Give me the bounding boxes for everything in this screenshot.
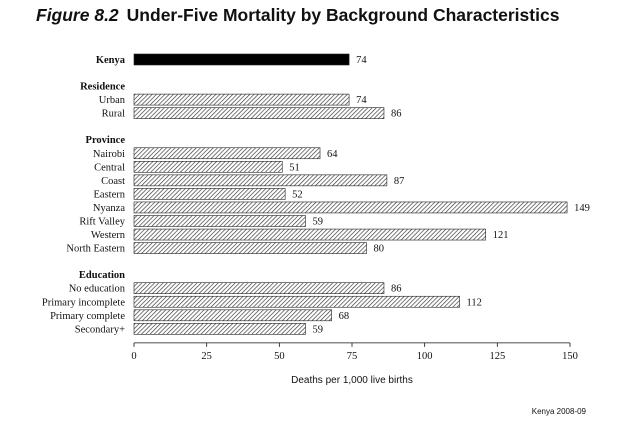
bar-western	[133, 228, 487, 241]
value-label-secondary: 59	[312, 324, 323, 335]
x-tick-label-75: 75	[347, 351, 358, 362]
value-label-north-eastern: 80	[374, 244, 385, 255]
x-axis: 0 25 50 75 100 125 150	[131, 342, 578, 362]
group-label-province: Province	[86, 135, 126, 146]
category-label-nyanza: Nyanza	[93, 203, 125, 214]
bar-rift-valley	[133, 215, 306, 227]
category-label-rift-valley: Rift Valley	[79, 217, 125, 228]
category-label-kenya: Kenya	[96, 55, 126, 66]
figure-title: Under-Five Mortality by Background Chara…	[126, 5, 560, 25]
x-tick-label-0: 0	[131, 351, 136, 362]
category-label-primary-complete: Primary complete	[50, 311, 125, 322]
category-label-rural: Rural	[102, 109, 125, 120]
value-label-central: 51	[289, 162, 300, 173]
bar-primary-complete	[133, 309, 332, 322]
value-label-rift-valley: 59	[312, 217, 323, 228]
x-tick-label-125: 125	[489, 351, 505, 362]
bar-coast	[133, 174, 388, 187]
source-note: Kenya 2008-09	[532, 407, 587, 416]
category-label-eastern: Eastern	[94, 189, 126, 200]
value-label-urban: 74	[356, 95, 367, 106]
x-tick-label-150: 150	[562, 351, 578, 362]
bar-secondary	[133, 323, 306, 335]
x-axis-label: Deaths per 1,000 live births	[291, 375, 413, 386]
bar-nairobi	[133, 147, 321, 160]
value-label-rural: 86	[391, 109, 402, 120]
x-tick-label-25: 25	[201, 351, 212, 362]
figure-label: Figure 8.2	[36, 5, 119, 25]
bar-kenya	[133, 53, 350, 66]
bar-nyanza	[133, 201, 568, 214]
category-label-no-education: No education	[69, 284, 126, 295]
category-label-urban: Urban	[99, 95, 126, 106]
group-label-residence: Residence	[80, 82, 125, 93]
bar-central	[133, 161, 283, 173]
value-label-nairobi: 64	[327, 149, 338, 160]
bar-no-education	[133, 282, 385, 295]
category-label-central: Central	[94, 162, 125, 173]
value-label-kenya: 74	[356, 55, 367, 66]
bar-urban	[133, 93, 350, 106]
value-label-western: 121	[493, 230, 509, 241]
value-label-primary-complete: 68	[339, 311, 350, 322]
bar-rural	[133, 107, 385, 119]
x-tick-label-100: 100	[417, 351, 433, 362]
category-label-coast: Coast	[101, 176, 125, 187]
value-label-nyanza: 149	[574, 203, 590, 214]
value-label-eastern: 52	[292, 189, 303, 200]
category-label-western: Western	[91, 230, 126, 241]
value-label-no-education: 86	[391, 284, 402, 295]
bar-eastern	[133, 188, 286, 200]
group-label-education: Education	[79, 270, 125, 281]
category-label-secondary: Secondary+	[75, 324, 125, 335]
category-label-primary-incomplete: Primary incomplete	[42, 297, 125, 308]
bar-primary-incomplete	[133, 295, 460, 308]
bars-layer: Kenya 74 Residence Urban 74 Rural 86 Province Na…	[42, 53, 590, 335]
category-label-nairobi: Nairobi	[93, 149, 125, 160]
chart-title: Figure 8.2 Under-Five Mortality by Backgr…	[36, 5, 626, 26]
value-label-coast: 87	[394, 176, 405, 187]
value-label-primary-incomplete: 112	[467, 297, 482, 308]
x-tick-label-50: 50	[274, 351, 285, 362]
bar-north-eastern	[133, 242, 367, 254]
category-label-north-eastern: North Eastern	[66, 244, 125, 255]
